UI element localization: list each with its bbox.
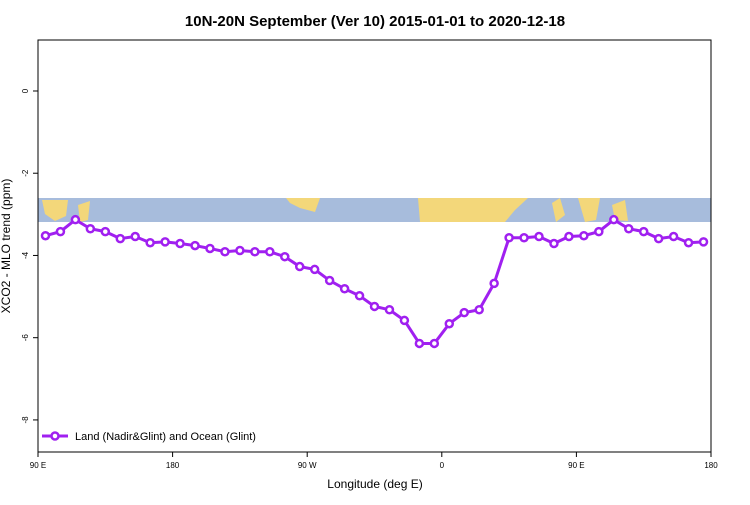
data-point	[549, 238, 559, 249]
data-point	[145, 237, 155, 248]
data-point	[85, 223, 96, 234]
chart-title: 10N-20N September (Ver 10) 2015-01-01 to…	[185, 13, 565, 30]
y-tick-label: -6	[21, 334, 30, 342]
data-point	[40, 230, 51, 241]
data-point	[594, 226, 604, 237]
data-line	[45, 217, 704, 345]
data-point	[638, 226, 649, 237]
data-point	[384, 304, 395, 315]
data-point	[280, 251, 290, 262]
x-tick-label: 90 E	[30, 461, 46, 470]
y-axis-label: XCO2 - MLO trend (ppm)	[0, 179, 13, 314]
data-point	[339, 284, 350, 294]
data-point	[250, 247, 260, 257]
x-tick-label: 90 W	[298, 461, 317, 470]
data-point	[474, 304, 484, 315]
data-point	[309, 264, 320, 275]
data-point	[653, 233, 664, 244]
data-point	[459, 307, 469, 318]
data-point	[220, 247, 230, 257]
data-point	[399, 315, 410, 326]
data-point	[444, 318, 455, 329]
data-point	[564, 231, 574, 242]
data-point	[130, 231, 140, 242]
data-point	[504, 233, 514, 243]
data-point	[115, 233, 126, 244]
x-tick-label: 0	[440, 461, 445, 470]
data-point	[235, 245, 245, 256]
data-point	[324, 275, 335, 286]
data-point	[683, 237, 694, 248]
data-point	[698, 237, 709, 247]
y-tick-label: -2	[21, 169, 30, 177]
data-point	[354, 291, 365, 301]
data-point	[668, 231, 679, 242]
data-point	[623, 223, 634, 234]
data-point	[55, 226, 66, 237]
y-tick-label: 0	[21, 88, 30, 93]
data-point	[519, 233, 529, 243]
data-point	[265, 247, 275, 257]
legend-marker	[50, 431, 60, 441]
x-tick-label: 180	[166, 461, 180, 470]
data-point	[294, 261, 305, 272]
data-point	[175, 238, 185, 249]
data-point	[100, 226, 111, 237]
legend-label: Land (Nadir&Glint) and Ocean (Glint)	[75, 431, 256, 443]
data-point	[534, 231, 544, 242]
data-point	[369, 301, 380, 312]
y-tick-label: -4	[21, 251, 30, 259]
data-point	[160, 237, 170, 247]
data-point	[579, 230, 589, 241]
data-point	[609, 214, 619, 225]
y-tick-label: -8	[21, 416, 30, 424]
data-point	[489, 278, 499, 289]
plot-frame	[37, 39, 712, 453]
x-tick-label: 180	[704, 461, 718, 470]
x-axis-label: Longitude (deg E)	[327, 477, 422, 491]
data-point	[190, 240, 200, 251]
data-point	[429, 338, 440, 349]
x-tick-label: 90 E	[568, 461, 584, 470]
data-point	[70, 214, 81, 225]
data-point	[205, 243, 215, 254]
data-point	[414, 338, 425, 349]
